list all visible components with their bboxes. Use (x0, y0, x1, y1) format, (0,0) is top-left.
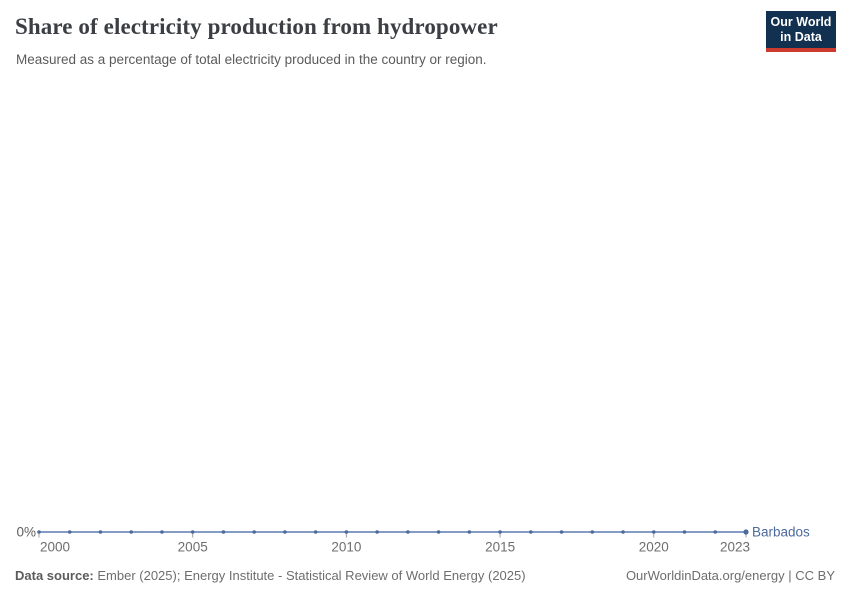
y-axis-zero-label: 0% (16, 525, 36, 540)
data-point-marker (406, 530, 410, 534)
owid-logo-line2: in Data (780, 29, 822, 44)
data-point-marker (37, 530, 41, 534)
x-axis-tick-label: 2020 (639, 540, 669, 555)
data-source-label: Data source: (15, 568, 94, 583)
data-point-marker (559, 530, 564, 534)
page-title: Share of electricity production from hyd… (15, 14, 498, 39)
data-point-marker (375, 530, 379, 534)
data-point-marker (190, 530, 195, 534)
data-point-marker (129, 530, 134, 534)
x-axis-tick-label: 2015 (485, 540, 515, 555)
owid-url-license[interactable]: OurWorldinData.org/energy | CC BY (625, 568, 835, 583)
owid-logo[interactable]: Our World in Data (766, 11, 836, 52)
data-point-marker (467, 530, 472, 534)
data-point-marker (682, 530, 687, 534)
data-source-text: Ember (2025); Energy Institute - Statist… (93, 568, 526, 583)
x-axis-tick-label: 2005 (178, 540, 208, 555)
data-point-marker (529, 530, 533, 534)
data-point-marker (713, 530, 718, 534)
x-axis-tick-label: 2000 (40, 540, 70, 555)
data-point-marker (67, 530, 72, 534)
data-point-marker (344, 530, 349, 534)
plot-area (0, 90, 850, 502)
series-label[interactable]: Barbados (752, 525, 810, 540)
data-point-marker (221, 530, 226, 534)
data-point-marker (160, 530, 164, 534)
data-point-marker (252, 530, 256, 534)
data-point-marker (98, 530, 103, 534)
data-point-marker (498, 530, 502, 534)
chart-footer: Data source: Ember (2025); Energy Instit… (15, 568, 835, 583)
data-point-marker-end (743, 529, 749, 535)
data-source-note: Data source: Ember (2025); Energy Instit… (15, 568, 526, 583)
x-axis-and-series: 2000 2005 2010 2015 2020 2023 0% Barbados (16, 525, 810, 555)
owid-logo-line1: Our World (770, 14, 832, 29)
data-point-marker (590, 530, 595, 534)
page-subtitle: Measured as a percentage of total electr… (16, 52, 487, 67)
data-point-marker (651, 530, 656, 534)
data-point-marker (283, 530, 287, 534)
data-point-marker (621, 530, 625, 534)
x-axis-tick-label: 2023 (720, 540, 750, 555)
data-point-marker (313, 530, 318, 534)
data-point-marker (436, 530, 441, 534)
x-axis-tick-label: 2010 (331, 540, 361, 555)
